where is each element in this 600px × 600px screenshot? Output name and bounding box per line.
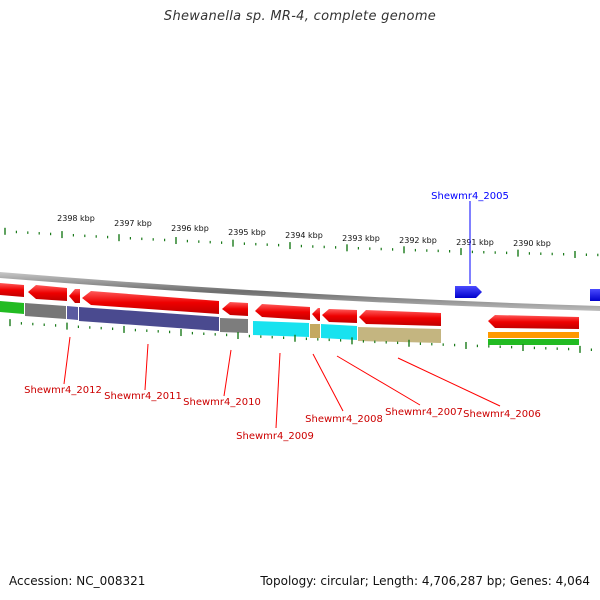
gene-label-shewmr4-2007[interactable]: Shewmr4_2007 (385, 407, 463, 418)
gene-labels: Shewmr4_2005 Shewmr4_2012 Shewmr4_2011 S… (24, 191, 541, 442)
leader-line-2006 (397, 357, 501, 407)
map-title: Shewanella sp. MR-4, complete genome (163, 9, 437, 24)
feature-band-cyan (253, 321, 309, 337)
accession-text: Accession: NC_008321 (9, 574, 146, 588)
feature-band-green (0, 301, 24, 314)
genome-backbone (0, 272, 600, 311)
kbp-label: 2394 kbp (285, 231, 323, 240)
gene-arrow-reverse[interactable] (82, 291, 219, 314)
feature-band-navy (67, 306, 78, 320)
feature-band-tan (358, 327, 441, 343)
leader-line-2008 (312, 353, 344, 412)
kbp-label: 2395 kbp (228, 228, 266, 237)
kbp-label: 2390 kbp (513, 239, 551, 248)
kbp-label: 2392 kbp (399, 236, 437, 245)
gene-arrow-reverse[interactable] (69, 289, 80, 303)
feature-band-green (488, 339, 579, 345)
genome-summary-text: Topology: circular; Length: 4,706,287 bp… (260, 574, 590, 588)
kbp-label: 2397 kbp (114, 219, 152, 228)
feature-band-navy (79, 307, 219, 331)
leader-line-2010 (223, 349, 232, 397)
gene-arrow-reverse[interactable] (359, 310, 441, 326)
feature-bands (0, 301, 579, 345)
gene-label-shewmr4-2012[interactable]: Shewmr4_2012 (24, 385, 102, 396)
feature-band-gray (25, 303, 66, 319)
gene-label-shewmr4-2010[interactable]: Shewmr4_2010 (183, 397, 261, 408)
feature-band-cyan (321, 324, 357, 340)
gene-arrow-forward-edge[interactable] (590, 289, 600, 301)
leader-line-2011 (144, 343, 149, 391)
leader-line-2012 (63, 336, 71, 385)
feature-band-tan (310, 324, 320, 338)
gene-label-shewmr4-2008[interactable]: Shewmr4_2008 (305, 414, 383, 425)
leader-line-2009 (275, 352, 281, 429)
gene-arrow-reverse[interactable] (28, 285, 67, 301)
leader-line-2007 (336, 355, 421, 406)
gene-label-shewmr4-2011[interactable]: Shewmr4_2011 (104, 391, 182, 402)
kbp-label: 2398 kbp (57, 214, 95, 223)
gene-arrow-reverse[interactable] (255, 304, 310, 320)
gene-arrow-shewmr4-2005[interactable] (455, 286, 482, 298)
reverse-strand-genes (0, 283, 579, 329)
gene-label-shewmr4-2006[interactable]: Shewmr4_2006 (463, 409, 541, 420)
kbp-label: 2396 kbp (171, 224, 209, 233)
gene-leader-lines (63, 201, 501, 429)
gene-arrow-reverse[interactable] (312, 308, 320, 321)
kbp-label: 2391 kbp (456, 238, 494, 247)
gene-arrow-reverse[interactable] (0, 283, 24, 297)
upper-tick-ring (4, 227, 599, 258)
gene-label-shewmr4-2005[interactable]: Shewmr4_2005 (431, 191, 509, 202)
lower-tick-ring (9, 319, 593, 353)
kbp-labels: 2398 kbp 2397 kbp 2396 kbp 2395 kbp 2394… (57, 214, 551, 248)
gene-arrow-reverse[interactable] (488, 315, 579, 329)
feature-band-orange (488, 332, 579, 338)
feature-band-gray (220, 318, 248, 333)
kbp-label: 2393 kbp (342, 234, 380, 243)
gene-label-shewmr4-2009[interactable]: Shewmr4_2009 (236, 431, 314, 442)
gene-arrow-reverse[interactable] (222, 302, 248, 316)
gene-arrow-reverse[interactable] (322, 309, 357, 323)
